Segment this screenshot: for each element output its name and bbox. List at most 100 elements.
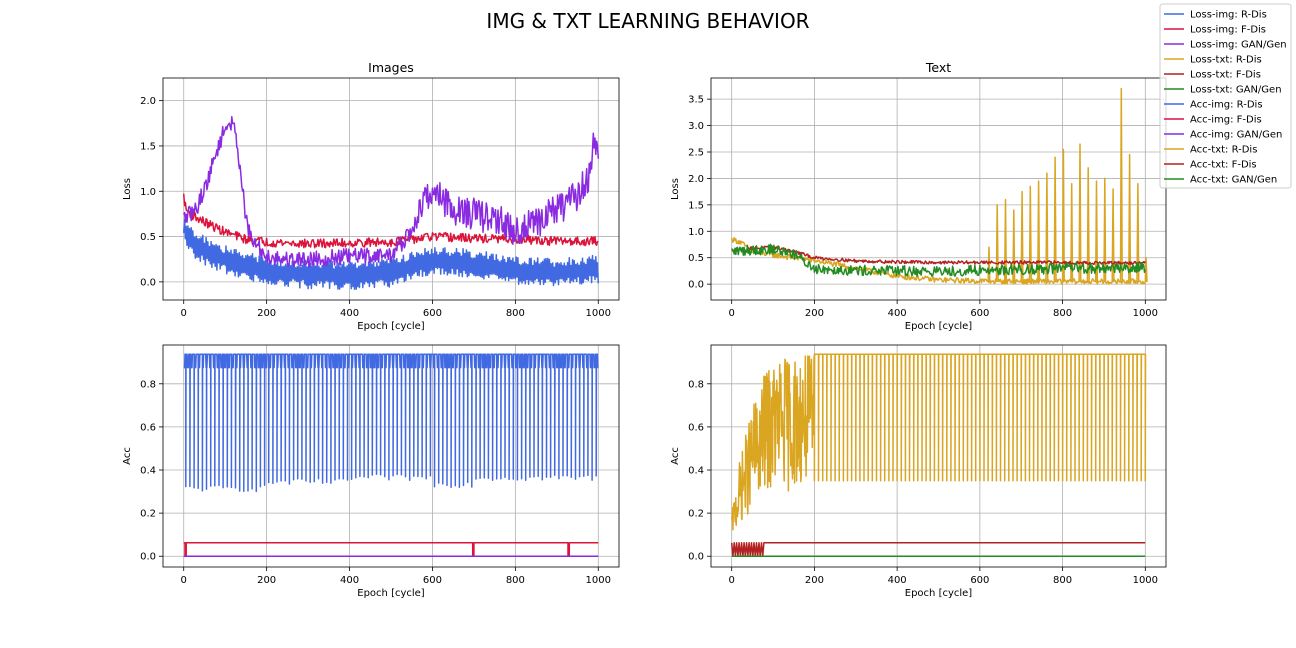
series-line-loss-img-r-dis <box>182 219 600 290</box>
y-tick-label: 0.5 <box>140 232 156 243</box>
legend-label: Loss-img: F-Dis <box>1190 25 1266 36</box>
y-tick-label: 0.2 <box>140 509 156 520</box>
y-axis-label: Acc <box>122 447 133 465</box>
series-line-loss-txt-gan-gen <box>731 243 1147 277</box>
x-tick-label: 800 <box>1053 308 1072 319</box>
y-tick-label: 0.0 <box>140 552 156 563</box>
x-tick-label: 200 <box>805 308 824 319</box>
y-tick-label: 3.0 <box>688 121 704 132</box>
legend-label: Loss-img: GAN/Gen <box>1190 40 1287 51</box>
series-line-loss-txt-r-dis <box>730 87 1148 285</box>
y-axis-label: Loss <box>122 178 133 200</box>
x-tick-label: 1000 <box>586 308 611 319</box>
y-tick-label: 1.0 <box>140 187 156 198</box>
legend-label: Acc-img: GAN/Gen <box>1190 130 1282 141</box>
x-tick-label: 200 <box>257 308 276 319</box>
y-tick-label: 0.0 <box>140 277 156 288</box>
x-tick-label: 600 <box>970 575 989 586</box>
x-axis-label: Epoch [cycle] <box>357 321 425 332</box>
legend-label: Loss-txt: R-Dis <box>1190 55 1262 66</box>
y-tick-label: 2.0 <box>688 174 704 185</box>
legend-entry: Loss-img: GAN/Gen <box>1164 40 1287 51</box>
legend-entry: Acc-txt: GAN/Gen <box>1164 175 1277 186</box>
legend-entry: Acc-txt: F-Dis <box>1164 160 1257 171</box>
series-line-acc-txt-f-dis <box>730 542 1146 557</box>
legend-label: Acc-txt: F-Dis <box>1190 160 1257 171</box>
panel-acc_img: 0 200 400 600 800 1000 0.0 0.2 0.4 0.6 0.8 Epoch [c… <box>122 344 620 599</box>
x-tick-label: 0 <box>181 575 187 586</box>
panels: 0 200 400 600 800 1000 0.0 0.5 1.0 1.5 2.0 Epoch [c… <box>122 60 1167 599</box>
legend-label: Loss-txt: GAN/Gen <box>1190 85 1282 96</box>
series-line-loss-img-gan-gen <box>183 116 600 269</box>
legend: Loss-img: R-Dis Loss-img: F-Dis Loss-img: … <box>1159 3 1292 189</box>
y-tick-label: 2.0 <box>140 96 156 107</box>
x-tick-label: 800 <box>1053 575 1072 586</box>
y-tick-label: 1.0 <box>688 227 704 238</box>
legend-label: Acc-txt: R-Dis <box>1190 145 1257 156</box>
legend-entry: Acc-txt: R-Dis <box>1164 145 1257 156</box>
x-tick-label: 1000 <box>1133 575 1158 586</box>
legend-label: Acc-img: R-Dis <box>1190 100 1263 111</box>
figure-title: IMG & TXT LEARNING BEHAVIOR <box>486 9 809 33</box>
y-tick-label: 0.0 <box>688 552 704 563</box>
x-tick-label: 400 <box>340 308 359 319</box>
panel-acc_txt: 0 200 400 600 800 1000 0.0 0.2 0.4 0.6 0.8 Epoch [c… <box>670 344 1167 599</box>
x-tick-label: 800 <box>506 575 525 586</box>
x-axis-label: Epoch [cycle] <box>905 321 973 332</box>
x-tick-label: 0 <box>181 308 187 319</box>
y-tick-label: 3.5 <box>688 95 704 106</box>
x-tick-label: 200 <box>805 575 824 586</box>
y-tick-label: 0.8 <box>140 379 156 390</box>
y-tick-label: 0.4 <box>688 466 704 477</box>
y-tick-label: 0.5 <box>688 253 704 264</box>
legend-entry: Acc-img: GAN/Gen <box>1164 130 1282 141</box>
x-tick-label: 600 <box>970 308 989 319</box>
axes-frame <box>710 344 1167 568</box>
legend-label: Loss-img: R-Dis <box>1190 10 1267 21</box>
y-tick-label: 2.5 <box>688 148 704 159</box>
legend-entry: Loss-txt: F-Dis <box>1164 70 1261 81</box>
y-axis-label: Loss <box>670 178 681 200</box>
y-tick-label: 0.4 <box>140 466 156 477</box>
axes-frame <box>162 77 620 301</box>
y-axis-label: Acc <box>670 447 681 465</box>
series-line-acc-txt-r-dis <box>730 353 1147 531</box>
axes-frame <box>710 77 1167 301</box>
x-axis-label: Epoch [cycle] <box>905 588 973 599</box>
x-tick-label: 800 <box>506 308 525 319</box>
y-tick-label: 0.8 <box>688 379 704 390</box>
x-axis-label: Epoch [cycle] <box>357 588 425 599</box>
legend-entry: Acc-img: R-Dis <box>1164 100 1263 111</box>
series-line-acc-img-r-dis <box>183 353 599 493</box>
y-tick-label: 0.2 <box>688 509 704 520</box>
x-tick-label: 400 <box>888 575 907 586</box>
panel-loss_img: 0 200 400 600 800 1000 0.0 0.5 1.0 1.5 2.0 Epoch [c… <box>122 60 620 332</box>
legend-entry: Loss-txt: GAN/Gen <box>1164 85 1282 96</box>
legend-entry: Acc-img: F-Dis <box>1164 115 1262 126</box>
x-tick-label: 0 <box>728 575 734 586</box>
y-tick-label: 0.0 <box>688 280 704 291</box>
x-tick-label: 600 <box>423 575 442 586</box>
x-tick-label: 400 <box>888 308 907 319</box>
legend-entry: Loss-img: R-Dis <box>1164 10 1267 21</box>
legend-entry: Loss-txt: R-Dis <box>1164 55 1262 66</box>
y-tick-label: 1.5 <box>688 200 704 211</box>
legend-label: Acc-img: F-Dis <box>1190 115 1262 126</box>
x-tick-label: 200 <box>257 575 276 586</box>
panel-title: Text <box>925 60 951 75</box>
legend-label: Loss-txt: F-Dis <box>1190 70 1261 81</box>
axes-frame <box>162 344 620 568</box>
y-tick-label: 0.6 <box>688 422 704 433</box>
x-tick-label: 0 <box>728 308 734 319</box>
x-tick-label: 600 <box>423 308 442 319</box>
legend-label: Acc-txt: GAN/Gen <box>1190 175 1277 186</box>
panel-loss_txt: 0 200 400 600 800 1000 0.0 0.5 1.0 1.5 2.0 2.5 3.0 3.… <box>670 60 1167 332</box>
panel-title: Images <box>368 60 414 75</box>
legend-frame <box>1159 3 1292 189</box>
x-tick-label: 1000 <box>1133 308 1158 319</box>
y-tick-label: 1.5 <box>140 141 156 152</box>
y-tick-label: 0.6 <box>140 422 156 433</box>
x-tick-label: 1000 <box>586 575 611 586</box>
legend-entry: Loss-img: F-Dis <box>1164 25 1266 36</box>
